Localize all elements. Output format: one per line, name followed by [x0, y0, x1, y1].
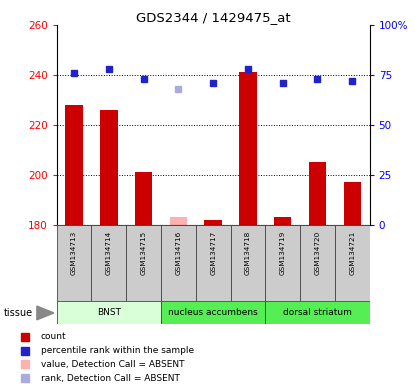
Bar	[100, 110, 118, 225]
Text: GSM134717: GSM134717	[210, 231, 216, 275]
Text: GSM134721: GSM134721	[349, 231, 355, 275]
Bar	[239, 72, 257, 225]
Text: GSM134720: GSM134720	[315, 231, 320, 275]
Bar	[205, 220, 222, 225]
FancyBboxPatch shape	[335, 225, 370, 301]
Bar	[135, 172, 152, 225]
FancyBboxPatch shape	[265, 225, 300, 301]
Text: GSM134715: GSM134715	[141, 231, 147, 275]
FancyBboxPatch shape	[161, 225, 196, 301]
Title: GDS2344 / 1429475_at: GDS2344 / 1429475_at	[136, 11, 291, 24]
Text: BNST: BNST	[97, 308, 121, 318]
Bar	[344, 182, 361, 225]
Text: count: count	[41, 332, 66, 341]
Text: nucleus accumbens: nucleus accumbens	[168, 308, 258, 318]
FancyBboxPatch shape	[57, 225, 92, 301]
FancyBboxPatch shape	[161, 301, 265, 324]
Bar	[309, 162, 326, 225]
Bar	[66, 105, 83, 225]
Text: dorsal striatum: dorsal striatum	[283, 308, 352, 318]
FancyBboxPatch shape	[196, 225, 231, 301]
FancyBboxPatch shape	[57, 301, 161, 324]
Text: GSM134719: GSM134719	[280, 231, 286, 275]
FancyBboxPatch shape	[92, 225, 126, 301]
Bar	[170, 217, 187, 225]
FancyBboxPatch shape	[126, 225, 161, 301]
Text: GSM134713: GSM134713	[71, 231, 77, 275]
Text: tissue: tissue	[4, 308, 33, 318]
Text: value, Detection Call = ABSENT: value, Detection Call = ABSENT	[41, 360, 184, 369]
Text: rank, Detection Call = ABSENT: rank, Detection Call = ABSENT	[41, 374, 179, 383]
Text: GSM134716: GSM134716	[176, 231, 181, 275]
FancyBboxPatch shape	[300, 225, 335, 301]
Bar	[274, 217, 291, 225]
Text: percentile rank within the sample: percentile rank within the sample	[41, 346, 194, 355]
FancyBboxPatch shape	[265, 301, 370, 324]
Text: GSM134718: GSM134718	[245, 231, 251, 275]
Text: GSM134714: GSM134714	[106, 231, 112, 275]
FancyBboxPatch shape	[231, 225, 265, 301]
Polygon shape	[37, 306, 54, 320]
